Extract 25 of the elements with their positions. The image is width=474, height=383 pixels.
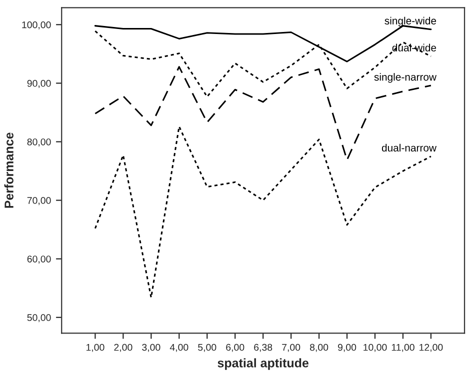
- x-tick-label: 3,00: [142, 344, 160, 352]
- x-tick-label: 12,00: [420, 344, 443, 352]
- x-tick-label: 9,00: [338, 344, 356, 352]
- y-tick-label: 100,00: [22, 21, 51, 30]
- x-axis-title: spatial aptitude: [218, 358, 308, 370]
- x-tick-label: 11,00: [392, 344, 414, 352]
- y-tick-label: 90,00: [27, 80, 51, 88]
- series-label: dual-narrow: [382, 144, 437, 152]
- y-tick-label: 50,00: [27, 314, 51, 322]
- x-tick-label: 4,00: [170, 344, 188, 352]
- series-label: single-wide: [384, 16, 436, 27]
- x-tick-label: 7,00: [282, 344, 300, 352]
- x-tick-label: 5,00: [198, 344, 216, 352]
- y-tick-label: 70,00: [27, 197, 51, 206]
- y-axis-title: Performance: [4, 132, 14, 208]
- x-tick-label: 2,00: [114, 344, 132, 352]
- y-tick-label: 60,00: [27, 256, 51, 264]
- series-label: dual-wide: [392, 44, 436, 52]
- series-label: single-narrow: [374, 73, 437, 83]
- x-tick-label: 6,00: [226, 344, 244, 352]
- x-tick-label: 1,00: [86, 344, 104, 352]
- x-tick-label: 6,38: [254, 344, 272, 352]
- x-tick-label: 8,00: [310, 344, 328, 352]
- y-tick-label: 80,00: [27, 138, 51, 147]
- x-tick-label: 10,00: [364, 344, 387, 352]
